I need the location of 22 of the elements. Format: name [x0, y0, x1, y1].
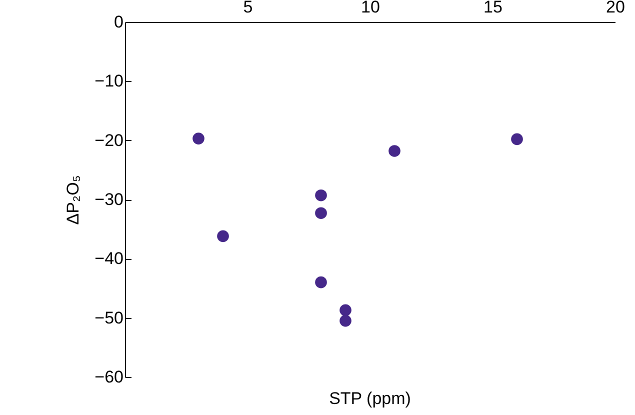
point	[315, 276, 327, 288]
y-tick-label: −10	[94, 72, 124, 91]
point	[388, 145, 400, 157]
point	[340, 314, 352, 327]
x-axis-title: STP (ppm)	[329, 389, 411, 408]
x-tick-label: 15	[484, 0, 502, 16]
x-tick-label: 5	[243, 0, 253, 16]
point	[315, 207, 327, 220]
x-tick-label: 20	[606, 0, 625, 16]
point	[340, 304, 352, 316]
x-tick-label: 10	[361, 0, 380, 16]
y-tick-label: −20	[94, 130, 124, 150]
point	[217, 230, 229, 242]
y-tick-label: 0	[114, 12, 124, 32]
point	[192, 132, 204, 144]
point	[511, 133, 523, 146]
y-tick-label: −60	[94, 368, 124, 386]
point	[315, 189, 327, 202]
y-tick-label: −30	[94, 190, 124, 209]
y-tick-label: −40	[94, 249, 124, 268]
y-axis-title: ΔP₂O₅	[64, 175, 83, 225]
y-tick-label: −50	[94, 308, 124, 328]
